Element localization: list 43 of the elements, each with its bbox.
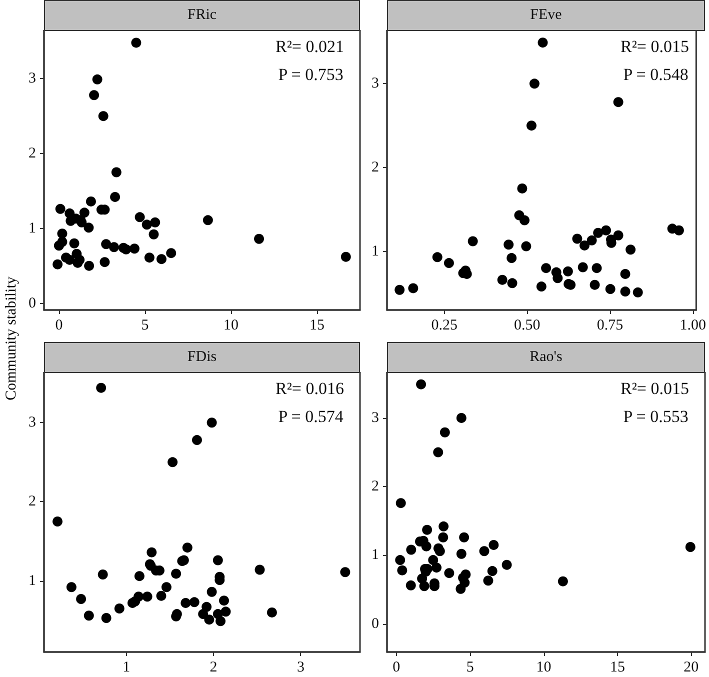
annotation: P = 0.553 [623,407,688,426]
annotation: P = 0.574 [278,407,344,426]
x-tick-label: 5 [466,660,474,676]
x-tick-label: 1.00 [680,318,706,334]
x-tick-label: 1 [122,660,130,676]
annotation: P = 0.548 [623,65,688,84]
x-tick-label: 0 [392,660,400,676]
x-tick-label: 0 [55,318,63,334]
y-tick-label: 1 [372,243,379,260]
y-tick-label: 3 [28,414,36,431]
header-strip: FEve [387,0,705,31]
annotation: R²= 0.015 [620,379,690,398]
y-tick-label: 3 [28,70,36,87]
annotation: P = 0.753 [278,65,344,84]
y-tick-label: 0 [372,616,379,632]
y-axis-title: Community stability [4,276,20,400]
header-strip: Rao's [387,342,705,373]
y-tick-label: 1 [28,220,36,236]
x-tick-label: 0.50 [514,318,540,334]
x-tick-label: 0.25 [431,318,458,334]
y-tick-label: 0 [28,295,36,312]
annotation: R²= 0.021 [275,37,344,56]
x-tick-label: 15 [309,318,324,334]
y-tick-label: 2 [372,478,379,495]
header-strip: FRic [44,0,360,31]
x-tick-label: 15 [610,660,625,676]
y-tick-label: 2 [372,159,379,176]
annotation: R²= 0.015 [620,37,690,56]
x-tick-label: 10 [536,660,552,676]
header-strip: FDis [44,342,360,373]
x-tick-label: 2 [210,660,218,676]
y-tick-label: 2 [28,494,36,510]
annotation: R²= 0.016 [275,379,344,398]
y-tick-label: 3 [372,410,379,426]
x-tick-label: 3 [296,660,304,676]
y-tick-label: 2 [28,146,36,162]
x-tick-label: 5 [141,318,149,334]
x-tick-label: 20 [684,660,699,676]
y-tick-label: 1 [28,572,36,589]
y-tick-label: 1 [372,547,379,564]
x-tick-label: 10 [223,318,238,334]
y-tick-label: 3 [372,76,379,92]
x-tick-label: 0.75 [596,318,624,334]
